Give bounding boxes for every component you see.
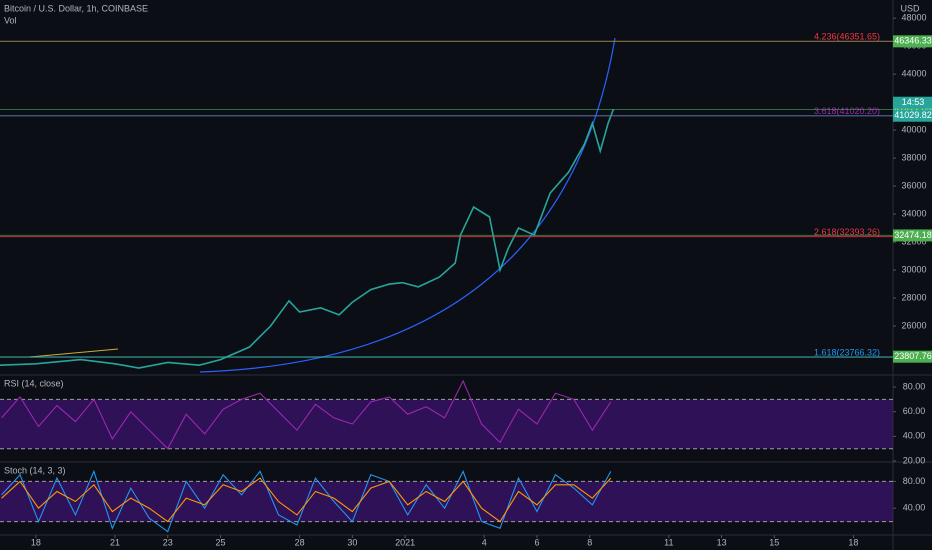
currency: USD: [900, 3, 920, 13]
x-tick-label: 30: [347, 537, 357, 547]
fib-label: 2.618(32393.26): [814, 227, 880, 237]
trend-line: [29, 348, 119, 358]
y-tick-label: 48000: [901, 13, 926, 23]
x-tick-label: 23: [163, 537, 173, 547]
y-tick-label: 40.00: [903, 503, 926, 513]
x-tick-label: 6: [534, 537, 539, 547]
price-tag: [893, 350, 932, 363]
series-line: [1, 469, 612, 533]
x-tick-label: 18: [31, 537, 41, 547]
countdown: 14:53: [902, 97, 925, 107]
fib-arc: [199, 37, 616, 373]
series-line: [1, 379, 612, 450]
y-tick-label: 44000: [901, 69, 926, 79]
y-tick-label: 40000: [901, 125, 926, 135]
stoch-title: Stoch (14, 3, 3): [4, 465, 66, 475]
x-tick-label: 15: [769, 537, 779, 547]
y-tick-label: 26000: [901, 320, 926, 330]
price-tag: [893, 229, 932, 242]
countdown-tag: [893, 96, 932, 109]
price-tag: [893, 109, 932, 122]
x-tick-label: 25: [215, 537, 225, 547]
y-tick-label: 32000: [901, 236, 926, 246]
fib-label: 1.618(23766.32): [814, 348, 880, 358]
y-tick-label: 80.00: [903, 476, 926, 486]
series-line: [0, 108, 615, 369]
x-tick-label: 4: [482, 537, 487, 547]
x-tick-label: 2021: [395, 537, 415, 547]
price-tag-label: 41477.05: [894, 104, 932, 114]
y-tick-label: 40.00: [903, 431, 926, 441]
y-tick-label: 80.00: [903, 381, 926, 391]
price-tag-label: 32474.18: [894, 230, 932, 240]
price-tag-label: 41029.82: [894, 110, 932, 120]
y-tick-label: 36000: [901, 180, 926, 190]
y-tick-label: 60.00: [903, 406, 926, 416]
fib-label: 3.618(41020.20): [814, 106, 880, 116]
y-tick-label: 34000: [901, 208, 926, 218]
rsi-title: RSI (14, close): [4, 378, 64, 388]
price-tag-label: 23807.76: [894, 351, 932, 361]
y-tick-label: 28000: [901, 292, 926, 302]
x-tick-label: 8: [587, 537, 592, 547]
band-fill: [0, 481, 893, 522]
volume-label: Vol: [4, 15, 17, 25]
fib-label: 4.236(46351.65): [814, 32, 880, 42]
x-tick-label: 18: [848, 537, 858, 547]
chart-title: Bitcoin / U.S. Dollar, 1h, COINBASE: [4, 3, 148, 13]
band-fill: [0, 399, 893, 449]
series-line: [1, 477, 612, 523]
x-tick-label: 11: [664, 537, 673, 547]
y-tick-label: 38000: [901, 152, 926, 162]
price-tag-label: 46346.33: [894, 36, 932, 46]
x-tick-label: 21: [110, 537, 120, 547]
x-tick-label: 28: [295, 537, 305, 547]
price-tag: [893, 35, 932, 48]
x-tick-label: 13: [717, 537, 727, 547]
y-tick-label: 20.00: [903, 455, 926, 465]
y-tick-label: 30000: [901, 264, 926, 274]
